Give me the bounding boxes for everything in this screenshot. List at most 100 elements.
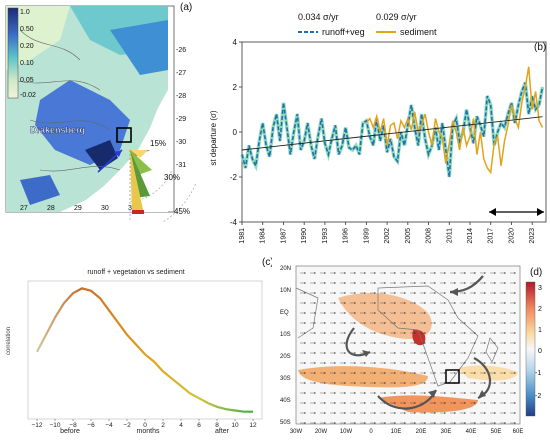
lon-tick-1: 27 (20, 205, 28, 212)
x-tick-label: 2005 (405, 228, 412, 244)
lag-x-tick-label: 6 (197, 422, 201, 429)
rose-petal-6 (132, 210, 144, 214)
map-d-lat-ticks: 20N 10N EQ 10S 20S 30S 40S 50S (280, 266, 291, 426)
y-axis-title: st departure (σ) (209, 110, 218, 166)
d-lat-50s: 50S (280, 420, 291, 426)
d-lat-20s: 20S (280, 354, 291, 360)
lat-tick-4: -29 (176, 116, 186, 123)
d-lon-20w: 20W (315, 429, 328, 435)
gyre-arrow-3-head (478, 390, 486, 398)
period-arrow-head-left (489, 208, 496, 216)
cbd-tick-1: 3 (538, 285, 542, 292)
drakensberg-label: Drakensberg (30, 125, 85, 135)
x-tick-label: 2002 (384, 228, 391, 244)
d-lat-30s: 30S (280, 376, 291, 382)
panel-c-label: (c) (262, 257, 272, 268)
x-tick-label: 2011 (446, 228, 453, 243)
lag-correlation-chart: runoff + vegetation vs sediment correlat… (6, 257, 274, 435)
gyre-arrow-4-head (450, 288, 458, 296)
rose-ring-mid (129, 150, 173, 203)
y-tick-label: 2 (233, 83, 238, 92)
lat-tick-3: -28 (176, 93, 186, 100)
cb-tick-6: -0.02 (20, 92, 36, 99)
lat-tick-6: -31 (176, 162, 186, 169)
map-a-colorbar-ticks: 1.0 0.50 0.20 0.10 0.05 -0.02 (20, 9, 36, 99)
land-dry-region (6, 6, 70, 70)
plot-c-frame (27, 280, 263, 420)
drakensberg-core (85, 140, 118, 170)
lag-correlation-line (36, 287, 253, 413)
land-wet-region (110, 20, 168, 75)
wind-arrow-head (114, 150, 122, 157)
x-tick-label: 1990 (301, 228, 308, 244)
lag-x-tick-label: 10 (231, 422, 239, 429)
south-wet-patch (20, 175, 60, 205)
map-a-colorbar (7, 7, 19, 99)
y-tick-label: -4 (230, 218, 238, 227)
legend-label-sediment: sediment (400, 27, 437, 37)
cb-tick-2: 0.50 (20, 26, 34, 33)
y-tick-label: 4 (233, 38, 238, 47)
x-tick-label: 2023 (529, 228, 536, 244)
x-tick-label: 1996 (343, 228, 350, 244)
d-lon-10w: 10W (340, 429, 353, 435)
cbd-tick-3: 1 (538, 327, 542, 334)
x-tick-label: 2008 (426, 228, 433, 244)
rate-runoff-label: 0.034 σ/yr (298, 12, 339, 22)
x-tick-label: 2017 (488, 228, 495, 244)
map-d-colorbar (525, 281, 536, 417)
cb-tick-5: 0.05 (20, 77, 34, 84)
contour-lines (13, 29, 121, 172)
lat-tick-1: -26 (176, 47, 186, 54)
lag-x-tick-label: 4 (179, 422, 183, 429)
x-tick-label: 1987 (280, 228, 287, 244)
d-lon-10e: 10E (391, 429, 402, 435)
lag-x-tick-label: −8 (69, 422, 77, 429)
d-lat-10s: 10S (280, 332, 291, 338)
lag-x-tick-label: −2 (123, 422, 131, 429)
period-arrow-head-right (537, 208, 544, 216)
d-lat-10n: 10N (280, 288, 291, 294)
d-lon-40e: 40E (466, 429, 477, 435)
d-lat-20n: 20N (280, 266, 291, 272)
rose-petal-3 (130, 150, 152, 175)
rose-label-15: 15% (150, 139, 166, 148)
d-lon-0: 0 (369, 429, 373, 435)
rose-ring-outer (129, 150, 197, 235)
lon-tick-3: 29 (74, 205, 82, 212)
cbd-tick-5: -1 (535, 370, 541, 377)
lon-tick-4: 30 (101, 205, 109, 212)
gyre-arrow-2-head (428, 390, 436, 398)
cb-tick-3: 0.20 (20, 43, 34, 50)
lon-tick-2: 28 (47, 205, 55, 212)
lag-x-tick-label: 8 (215, 422, 219, 429)
d-lat-eq: EQ (280, 310, 289, 316)
map-d-colorbar-ticks: 3 2 1 0 -1 -2 (535, 285, 542, 400)
map-d-lon-ticks: 30W 20W 10W 0 10E 20E 30E 40E 50E 60E (290, 429, 524, 435)
lag-x-tick-label: −4 (105, 422, 113, 429)
lag-x-tick-label: 0 (143, 422, 147, 429)
cbd-tick-6: -2 (535, 393, 541, 400)
x-tick-label: 1993 (322, 228, 329, 244)
map-a-lat-ticks: -26 -27 -28 -29 -30 -31 (176, 47, 186, 169)
y-tick-label: -2 (230, 173, 238, 182)
trend-line (241, 116, 543, 151)
panel-d-label: (d) (530, 267, 542, 278)
panel-b-chart: 0.034 σ/yr 0.029 σ/yr runoff+veg sedimen… (200, 0, 550, 250)
legend-label-runoff: runoff+veg (322, 27, 365, 37)
lag-annotation-before: before (60, 428, 80, 435)
rose-labels: 15% 30% 45% (150, 139, 190, 216)
panel-c-chart: runoff + vegetation vs sediment correlat… (0, 255, 274, 437)
lag-x-label: months (137, 428, 160, 435)
study-area-box (116, 127, 132, 143)
rose-label-45: 45% (174, 207, 190, 216)
lag-x-tick-label: 2 (161, 422, 165, 429)
d-lon-50e: 50E (491, 429, 502, 435)
lat-tick-5: -30 (176, 139, 186, 146)
x-tick-label: 1999 (363, 228, 370, 244)
wind-rose (129, 150, 197, 235)
panel-b-label: (b) (534, 42, 546, 53)
x-tick-label: 1981 (239, 228, 246, 244)
rose-label-30: 30% (164, 173, 180, 182)
cbd-tick-2: 2 (538, 306, 542, 313)
